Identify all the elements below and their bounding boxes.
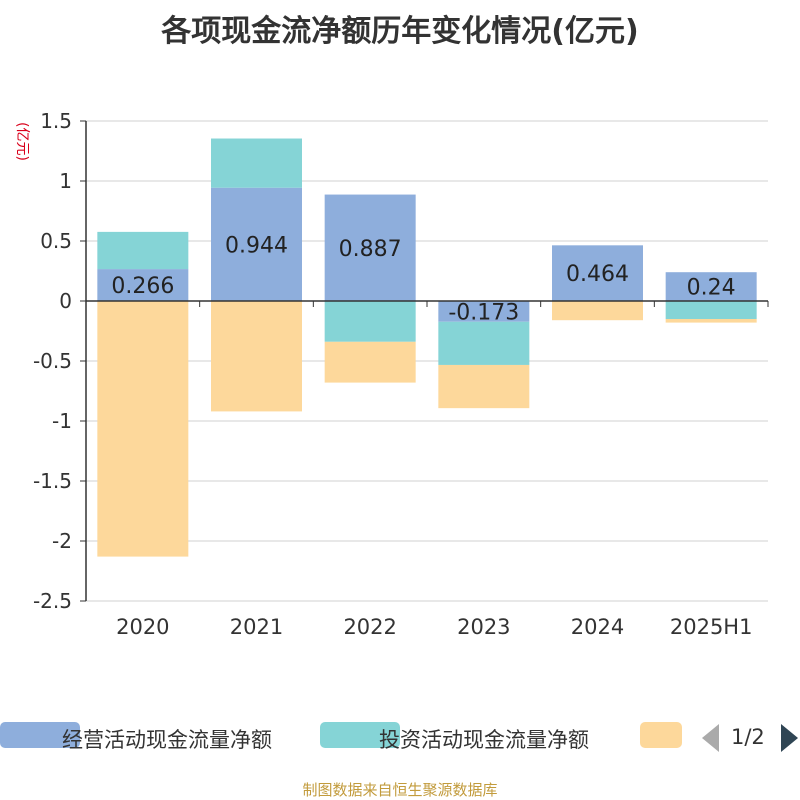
bar-investing-2020 xyxy=(97,231,189,270)
bar-operating-2022 xyxy=(324,194,416,301)
bar-operating-2020 xyxy=(97,269,189,301)
bar-chart: 1.5 1 0.5 0 -0.5 -1 -1.5 -2 -2.5 2020 2021 2022 2023… xyxy=(33,109,769,639)
chart-title: 各项现金流净额历年变化情况(亿元) xyxy=(161,14,639,49)
data-label: 0.24 xyxy=(687,276,736,301)
legend-prev-page-icon[interactable] xyxy=(702,724,719,752)
y-tick-label: -1 xyxy=(52,409,72,433)
legend-swatch-investing xyxy=(320,722,400,748)
data-label: 0.944 xyxy=(225,233,288,258)
x-tick-label: 2025H1 xyxy=(670,615,753,639)
legend: 经营活动现金流量净额 投资活动现金流量净额 1/2 xyxy=(0,714,800,754)
y-tick-label: 1 xyxy=(59,169,72,193)
data-label: 0.887 xyxy=(339,237,402,262)
data-source-note: 制图数据来自恒生聚源数据库 xyxy=(302,781,498,799)
data-label: 0.266 xyxy=(111,274,174,299)
bar-investing-2021 xyxy=(211,138,302,188)
bar-financing-2020 xyxy=(97,301,189,557)
x-tick-label: 2022 xyxy=(343,615,396,639)
legend-swatch-operating xyxy=(0,722,80,748)
y-axis-unit-label: (亿元) xyxy=(14,122,30,161)
y-tick-label: -1.5 xyxy=(33,469,72,493)
legend-page-indicator: 1/2 xyxy=(731,725,765,749)
bar-financing-2024 xyxy=(552,301,643,321)
legend-next-page-icon[interactable] xyxy=(781,724,798,752)
y-tick-label: 1.5 xyxy=(40,109,72,133)
x-tick-label: 2021 xyxy=(230,615,283,639)
data-label: -0.173 xyxy=(448,300,519,325)
bar-operating-2025H1 xyxy=(665,272,757,301)
legend-label-operating: 经营活动现金流量净额 xyxy=(62,728,272,752)
legend-swatch-financing xyxy=(640,722,682,748)
y-tick-label: -2 xyxy=(52,529,72,553)
x-tick-label: 2020 xyxy=(116,615,169,639)
bar-financing-2025H1 xyxy=(665,319,757,323)
bar-financing-2023 xyxy=(438,364,530,409)
y-tick-label: -2.5 xyxy=(33,589,72,613)
bar-financing-2021 xyxy=(211,301,302,412)
legend-label-investing: 投资活动现金流量净额 xyxy=(379,728,589,752)
x-tick-label: 2024 xyxy=(571,615,624,639)
x-tick-label: 2023 xyxy=(457,615,510,639)
y-tick-label: 0 xyxy=(59,289,72,313)
y-tick-label: -0.5 xyxy=(33,349,72,373)
bar-operating-2024 xyxy=(552,245,643,301)
data-label: 0.464 xyxy=(566,262,629,287)
y-tick-label: 0.5 xyxy=(40,229,72,253)
bar-investing-2023 xyxy=(438,321,530,365)
bar-operating-2023 xyxy=(438,301,530,322)
bar-operating-2021 xyxy=(211,187,302,301)
bar-investing-2022 xyxy=(324,301,416,342)
bar-financing-2022 xyxy=(324,341,416,383)
legend-pager: 1/2 xyxy=(700,722,800,752)
bar-investing-2025H1 xyxy=(665,301,757,319)
